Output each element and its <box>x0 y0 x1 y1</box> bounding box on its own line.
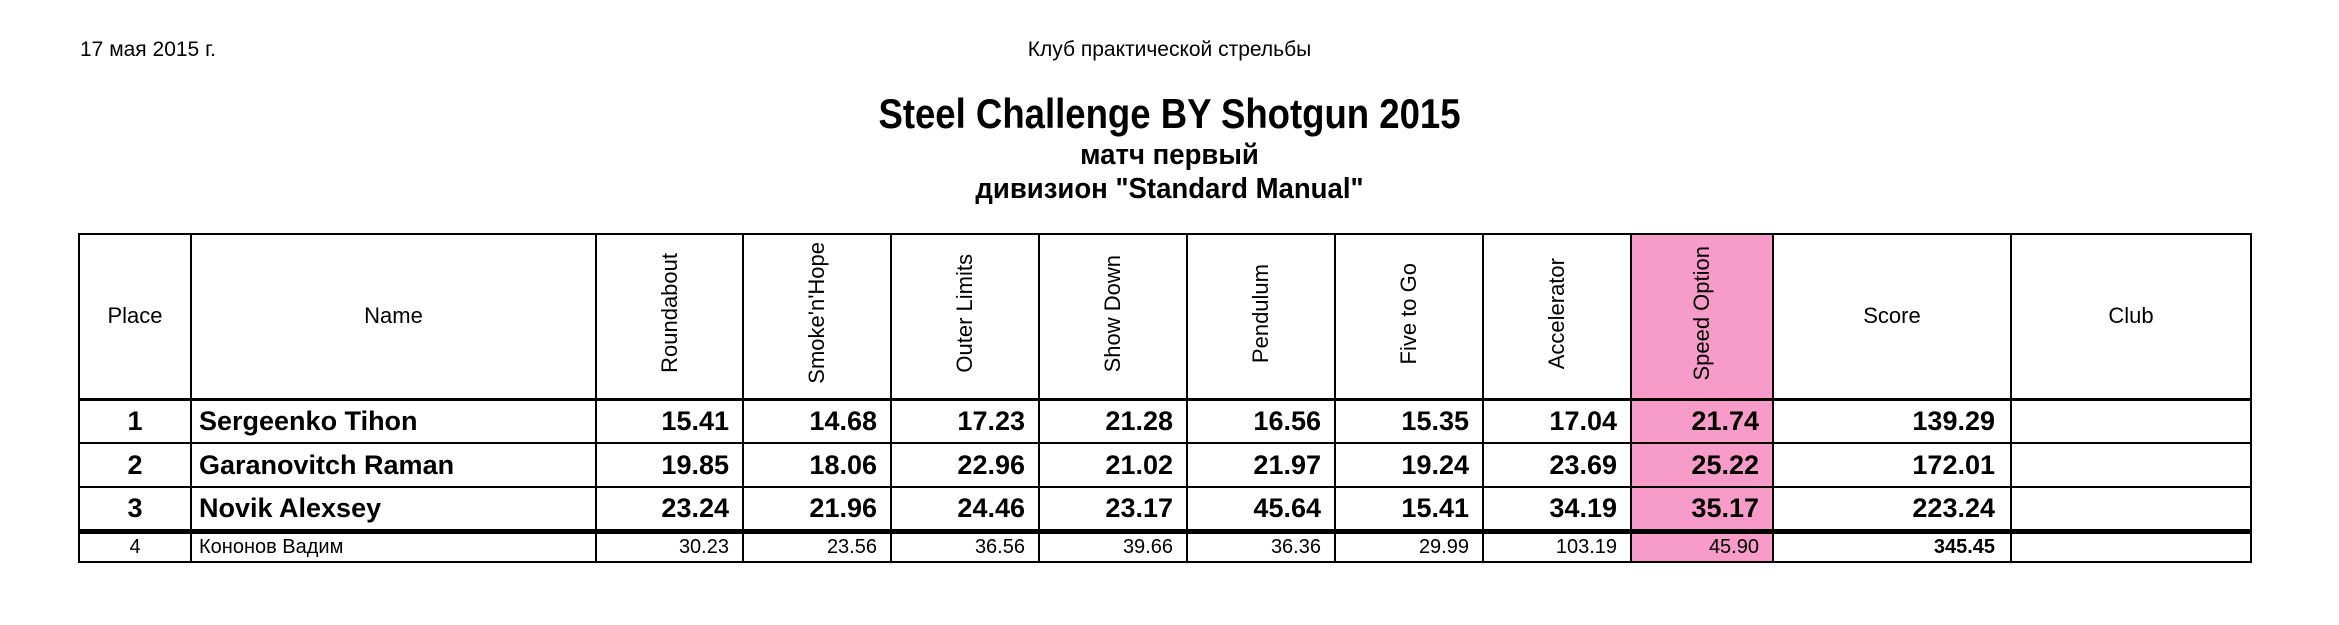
club-cell <box>2010 398 2252 444</box>
stage-cell: 36.56 <box>890 528 1040 563</box>
col-header-smoke-n-hope: Smoke'n'Hope <box>742 233 892 401</box>
title-block: Steel Challenge BY Shotgun 2015 матч пер… <box>0 90 2339 206</box>
name-cell: Кононов Вадим <box>190 528 597 563</box>
col-header-pendulum-label: Pendulum <box>1248 263 1273 363</box>
place-cell: 3 <box>78 486 192 532</box>
col-header-speed-option: Speed Option <box>1630 233 1774 401</box>
stage-cell: 15.41 <box>595 398 744 444</box>
header-row: Place Name Roundabout Smoke'n'Hope Outer… <box>78 233 2252 401</box>
name-cell: Novik Alexsey <box>190 486 597 532</box>
stage-cell: 22.96 <box>890 442 1040 488</box>
speed-option-cell: 35.17 <box>1630 486 1774 532</box>
col-header-five-to-go: Five to Go <box>1334 233 1484 401</box>
score-cell: 139.29 <box>1772 398 2012 444</box>
stage-cell: 30.23 <box>595 528 744 563</box>
score-cell: 172.01 <box>1772 442 2012 488</box>
stage-cell: 21.97 <box>1186 442 1336 488</box>
score-cell: 345.45 <box>1772 528 2012 563</box>
stage-cell: 18.06 <box>742 442 892 488</box>
club-cell <box>2010 486 2252 532</box>
speed-option-cell: 25.22 <box>1630 442 1774 488</box>
col-header-outer-limits: Outer Limits <box>890 233 1040 401</box>
stage-cell: 23.56 <box>742 528 892 563</box>
col-header-name: Name <box>190 233 597 401</box>
match-title: Steel Challenge BY Shotgun 2015 <box>878 90 1461 137</box>
stage-cell: 21.02 <box>1038 442 1188 488</box>
stage-cell: 15.41 <box>1334 486 1484 532</box>
table-row: 3 Novik Alexsey 23.24 21.96 24.46 23.17 … <box>78 486 2252 532</box>
col-header-score: Score <box>1772 233 2012 401</box>
stage-cell: 15.35 <box>1334 398 1484 444</box>
col-header-speed-option-label: Speed Option <box>1689 245 1714 381</box>
stage-cell: 19.85 <box>595 442 744 488</box>
stage-cell: 14.68 <box>742 398 892 444</box>
stage-cell: 17.04 <box>1482 398 1632 444</box>
stage-cell: 23.24 <box>595 486 744 532</box>
stage-cell: 23.17 <box>1038 486 1188 532</box>
club-cell <box>2010 442 2252 488</box>
col-header-show-down: Show Down <box>1038 233 1188 401</box>
table-row: 4 Кононов Вадим 30.23 23.56 36.56 39.66 … <box>78 528 2252 563</box>
stage-cell: 17.23 <box>890 398 1040 444</box>
col-header-outer-limits-label: Outer Limits <box>952 253 977 373</box>
speed-option-cell: 45.90 <box>1630 528 1774 563</box>
place-cell: 2 <box>78 442 192 488</box>
place-cell: 4 <box>78 528 192 563</box>
division-subtitle: дивизион "Standard Manual" <box>975 173 1364 205</box>
table-row: 1 Sergeenko Tihon 15.41 14.68 17.23 21.2… <box>78 398 2252 444</box>
stage-cell: 21.96 <box>742 486 892 532</box>
stage-cell: 103.19 <box>1482 528 1632 563</box>
speed-option-cell: 21.74 <box>1630 398 1774 444</box>
table-row: 2 Garanovitch Raman 19.85 18.06 22.96 21… <box>78 442 2252 488</box>
stage-cell: 21.28 <box>1038 398 1188 444</box>
col-header-pendulum: Pendulum <box>1186 233 1336 401</box>
col-header-roundabout: Roundabout <box>595 233 744 401</box>
stage-cell: 29.99 <box>1334 528 1484 563</box>
stage-cell: 39.66 <box>1038 528 1188 563</box>
col-header-accelerator: Accelerator <box>1482 233 1632 401</box>
col-header-roundabout-label: Roundabout <box>656 253 682 374</box>
col-header-five-to-go-label: Five to Go <box>1396 262 1421 364</box>
stage-cell: 34.19 <box>1482 486 1632 532</box>
name-cell: Sergeenko Tihon <box>190 398 597 444</box>
club-cell <box>2010 528 2252 563</box>
stage-cell: 19.24 <box>1334 442 1484 488</box>
name-cell: Garanovitch Raman <box>190 442 597 488</box>
col-header-show-down-label: Show Down <box>1100 254 1125 372</box>
results-table: Place Name Roundabout Smoke'n'Hope Outer… <box>78 233 2252 563</box>
stage-cell: 16.56 <box>1186 398 1336 444</box>
col-header-smoke-n-hope-label: Smoke'n'Hope <box>804 242 829 385</box>
place-cell: 1 <box>78 398 192 444</box>
score-cell: 223.24 <box>1772 486 2012 532</box>
stage-cell: 24.46 <box>890 486 1040 532</box>
col-header-accelerator-label: Accelerator <box>1544 257 1569 369</box>
col-header-club: Club <box>2010 233 2252 401</box>
date-label: 17 мая 2015 г. <box>80 38 216 61</box>
organization-label: Клуб практической стрельбы <box>1027 38 1312 61</box>
stage-cell: 45.64 <box>1186 486 1336 532</box>
stage-cell: 36.36 <box>1186 528 1336 563</box>
stage-cell: 23.69 <box>1482 442 1632 488</box>
match-subtitle: матч первый <box>1080 139 1259 171</box>
col-header-place: Place <box>78 233 192 401</box>
